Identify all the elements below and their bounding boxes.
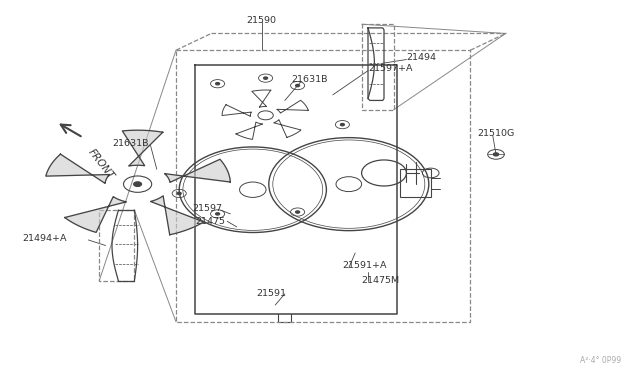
Polygon shape	[164, 159, 230, 182]
Polygon shape	[122, 130, 163, 166]
Circle shape	[340, 124, 344, 126]
Text: 21494+A: 21494+A	[22, 234, 67, 243]
Text: 21597: 21597	[192, 204, 222, 213]
Circle shape	[216, 213, 220, 215]
Text: A²·4° 0P99: A²·4° 0P99	[580, 356, 621, 365]
Circle shape	[296, 211, 300, 213]
Text: 21591: 21591	[256, 289, 286, 298]
Text: FRONT: FRONT	[86, 147, 116, 181]
Circle shape	[296, 84, 300, 87]
Circle shape	[493, 153, 499, 156]
Text: 21597+A: 21597+A	[368, 64, 413, 73]
Text: 21590: 21590	[246, 16, 276, 25]
Text: 21510G: 21510G	[477, 129, 514, 138]
Circle shape	[216, 83, 220, 85]
Text: 21475: 21475	[195, 217, 225, 226]
Text: 21475M: 21475M	[362, 276, 400, 285]
Polygon shape	[46, 154, 109, 183]
Text: 21591+A: 21591+A	[342, 262, 387, 270]
Polygon shape	[150, 196, 204, 235]
Circle shape	[134, 182, 141, 186]
Text: 21631B: 21631B	[112, 139, 148, 148]
Text: 21631B: 21631B	[291, 76, 328, 84]
Circle shape	[264, 77, 268, 79]
Text: 21494: 21494	[406, 53, 436, 62]
Bar	[400, 169, 431, 197]
Polygon shape	[65, 197, 126, 232]
Circle shape	[177, 192, 181, 195]
